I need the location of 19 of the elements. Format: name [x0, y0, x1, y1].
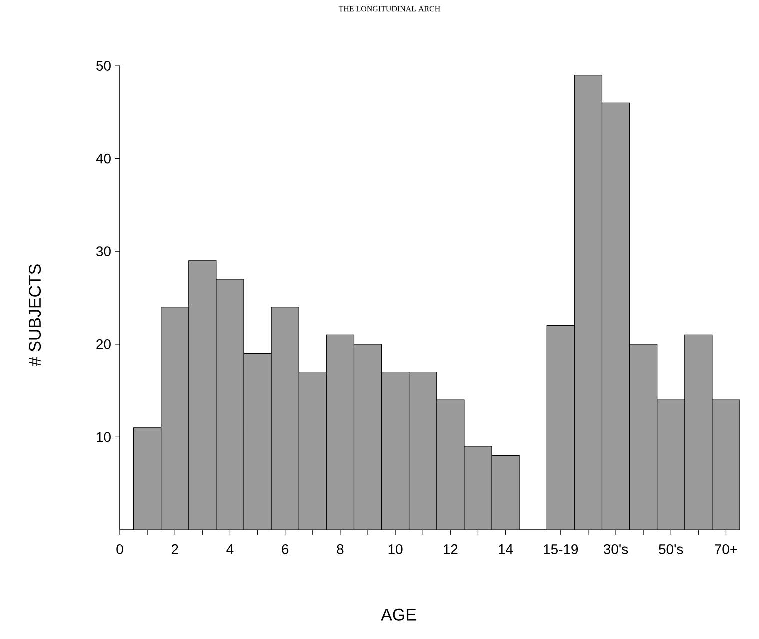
- x-tick-label: 70+: [715, 544, 738, 554]
- x-tick-label: 2: [172, 544, 178, 554]
- x-tick-label: 8: [337, 544, 344, 554]
- x-tick-label: 15-19: [544, 544, 578, 554]
- y-axis-title: # SUBJECTS: [29, 264, 42, 366]
- x-tick-label: 0: [116, 544, 124, 554]
- x-tick-label: 6: [282, 544, 289, 554]
- y-tick-label: 30: [96, 246, 111, 257]
- x-tick-label: 12: [444, 544, 458, 554]
- x-axis-title: AGE: [381, 608, 416, 621]
- y-tick-label: 20: [96, 339, 111, 350]
- x-tick-label: 4: [226, 544, 234, 554]
- y-tick-label: 40: [96, 154, 111, 164]
- x-tick-label: 50's: [659, 544, 684, 554]
- x-tick-label: 10: [388, 544, 403, 554]
- x-tick-label: 30's: [604, 544, 628, 554]
- y-tick-label: 50: [96, 61, 111, 71]
- y-tick-label: 10: [97, 432, 111, 442]
- x-tick-label: 14: [499, 544, 514, 554]
